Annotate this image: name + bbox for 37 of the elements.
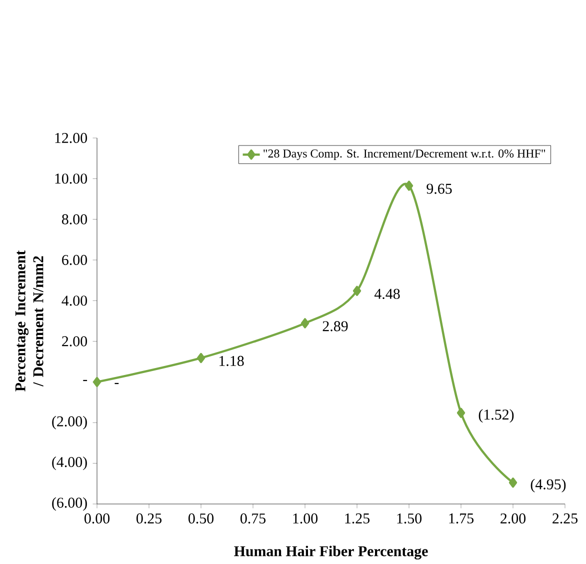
x-tick-label: 1.75 bbox=[449, 513, 474, 524]
y-tick-label: 10.00 bbox=[55, 173, 88, 184]
point bbox=[404, 180, 414, 191]
data-label: 4.48 bbox=[374, 288, 400, 299]
point bbox=[196, 352, 206, 363]
y-tick-label: 2.00 bbox=[62, 336, 88, 346]
y-tick-label: 4.00 bbox=[62, 295, 88, 306]
point bbox=[352, 286, 362, 296]
data-label: (4.95) bbox=[530, 478, 566, 492]
x-tick-label: 1.00 bbox=[293, 513, 318, 524]
data-label: 2.89 bbox=[322, 320, 348, 332]
x-tick-label: 0.50 bbox=[188, 513, 214, 524]
x-tick-label: 2.00 bbox=[500, 513, 526, 524]
data-label: - bbox=[114, 382, 119, 384]
y-tick-label: (6.00) bbox=[52, 497, 87, 511]
data-label: 9.65 bbox=[426, 184, 452, 194]
point bbox=[508, 477, 518, 488]
legend-label: "28 Days Comp. St. Increment/Decrement w.r.t. 0% HHF" bbox=[264, 149, 546, 160]
y-tick-label: (2.00) bbox=[52, 416, 87, 430]
y-tick-label: 12.00 bbox=[55, 132, 88, 143]
x-tick-label: 2.25 bbox=[552, 513, 578, 524]
data-label: (1.52) bbox=[478, 408, 514, 422]
point bbox=[456, 408, 466, 418]
x-tick-label: 0.25 bbox=[136, 513, 162, 524]
x-tick-label: 1.25 bbox=[345, 513, 370, 524]
point bbox=[300, 318, 310, 328]
y-tick-label: - bbox=[83, 380, 88, 381]
point bbox=[92, 376, 102, 387]
x-tick-label: 1.50 bbox=[397, 513, 422, 524]
y-axis-title: Percentage Increment / Decrement N/mm2 bbox=[15, 250, 44, 392]
x-tick-label: 0.75 bbox=[240, 513, 266, 524]
x-tick-label: 0.00 bbox=[84, 513, 110, 524]
y-tick-label: (4.00) bbox=[52, 456, 87, 470]
y-tick-label: 8.00 bbox=[62, 214, 88, 224]
x-axis-title: Human Hair Fiber Percentage bbox=[234, 546, 428, 560]
data-label: 1.18 bbox=[220, 356, 244, 366]
y-tick-label: 6.00 bbox=[62, 254, 88, 265]
